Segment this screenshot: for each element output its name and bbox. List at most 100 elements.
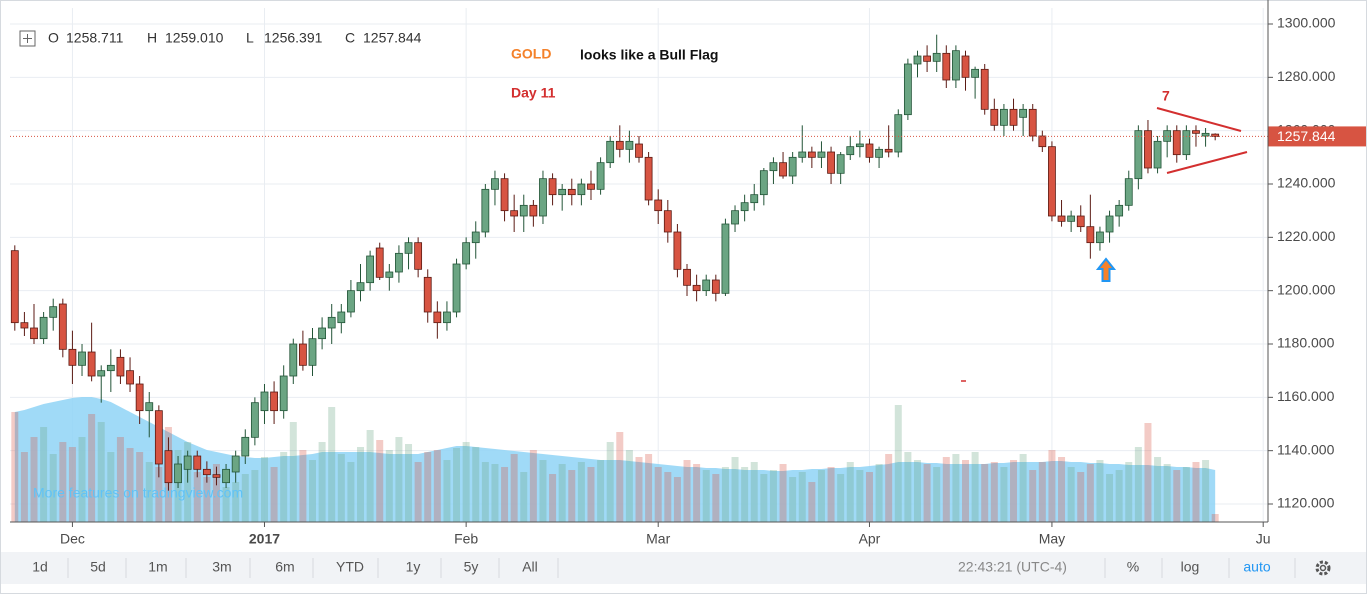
range-button[interactable]: 1m	[148, 559, 167, 575]
volume-bar	[59, 442, 67, 522]
volume-bar	[1163, 464, 1171, 522]
candle-body	[135, 383, 144, 412]
candle-body	[491, 178, 499, 190]
x-tick-label: Feb	[454, 531, 478, 547]
candle-body	[855, 143, 864, 148]
candle-body	[308, 338, 317, 366]
settings-gear[interactable]	[1315, 560, 1331, 576]
volume-bar	[443, 460, 451, 522]
crosshair-icon[interactable]	[19, 30, 36, 47]
candle-body	[740, 202, 749, 212]
candle-body	[1048, 146, 1056, 217]
volume-bar	[308, 460, 316, 522]
range-button[interactable]: 3m	[212, 559, 231, 575]
range-button[interactable]: YTD	[336, 559, 364, 575]
volume-bar	[251, 470, 259, 522]
crosshair-icon-plus	[23, 34, 32, 43]
volume-bar	[145, 462, 153, 522]
candle-body	[711, 279, 720, 294]
candle-body	[1000, 108, 1008, 126]
y-tick-label: 1160.000	[1277, 388, 1335, 404]
y-tick-label: 1180.000	[1277, 335, 1335, 351]
volume-bar	[789, 477, 797, 522]
volume-bar	[1029, 470, 1037, 522]
candle-body	[1134, 130, 1143, 180]
ohlc-label: H	[147, 30, 157, 46]
volume-bar	[203, 477, 211, 522]
candle-body	[500, 178, 509, 212]
volume-bar	[971, 452, 979, 522]
volume-bar	[155, 467, 163, 522]
volume-bar	[40, 427, 48, 522]
volume-bar	[193, 472, 201, 522]
volume-bar	[1154, 457, 1162, 522]
volume-bar	[952, 454, 960, 522]
range-button[interactable]: 6m	[275, 559, 294, 575]
range-button[interactable]: 1d	[32, 559, 48, 575]
candle-body	[846, 146, 855, 156]
volume-bar	[241, 474, 249, 522]
candle-body	[106, 364, 115, 372]
volume-bar	[97, 422, 105, 522]
volume-bar	[1134, 447, 1142, 522]
range-button[interactable]: All	[522, 559, 538, 575]
candle-body	[231, 455, 240, 473]
candle-body	[471, 231, 480, 244]
volume-bar	[693, 464, 701, 522]
candle-body	[1211, 133, 1220, 137]
volume-bar	[232, 482, 240, 522]
volume-bar	[1048, 450, 1056, 522]
volume-bar	[510, 454, 518, 522]
candle-body	[1163, 130, 1172, 142]
x-tick-label: 2017	[249, 531, 280, 547]
candle-body	[750, 194, 759, 204]
candle-body	[875, 148, 883, 158]
volume-bar	[625, 450, 633, 522]
range-button[interactable]: 5d	[90, 559, 106, 575]
ohlc-label: C	[345, 30, 355, 46]
volume-bar	[942, 457, 950, 522]
candle-body	[289, 343, 298, 377]
volume-bar	[260, 457, 268, 522]
volume-bar	[1086, 464, 1094, 522]
volume-bar	[1192, 462, 1200, 522]
last-price-tag	[1268, 126, 1366, 147]
toolbar-button[interactable]: log	[1181, 559, 1200, 575]
volume-bar	[472, 447, 480, 522]
candle-body	[721, 223, 730, 294]
last-price-label: 1257.844	[1277, 128, 1336, 144]
y-tick-label: 1280.000	[1277, 68, 1336, 84]
ohlc-value: 1258.711	[66, 30, 124, 46]
candle-body	[663, 210, 672, 233]
candle-body	[39, 316, 48, 340]
candle-body	[154, 410, 163, 465]
volume-bar	[1038, 462, 1046, 522]
candle-body	[567, 188, 576, 196]
y-tick-label: 1140.000	[1277, 441, 1335, 457]
volume-bar	[865, 472, 873, 522]
volume-bar	[933, 467, 941, 522]
annotation-title: looks like a Bull Flag	[580, 47, 718, 63]
volume-bar	[424, 452, 432, 522]
volume-bar	[366, 430, 374, 522]
volume-bar	[395, 437, 403, 522]
range-button[interactable]: 5y	[464, 559, 479, 575]
candle-body	[78, 351, 86, 366]
candle-body	[903, 63, 912, 116]
candle-body	[1115, 204, 1124, 217]
volume-bar	[318, 442, 326, 522]
candle-body	[241, 436, 250, 457]
candle-body	[932, 52, 941, 62]
toolbar-button[interactable]: auto	[1243, 559, 1270, 575]
volume-bar	[635, 457, 643, 522]
volume-bar	[1077, 472, 1085, 522]
volume-bar	[808, 482, 816, 522]
toolbar-button[interactable]: %	[1127, 559, 1139, 575]
candle-body	[298, 343, 307, 366]
x-tick-label: Ju	[1256, 531, 1271, 547]
range-button[interactable]: 1y	[406, 559, 421, 575]
volume-bar	[904, 452, 912, 522]
volume-bar	[501, 467, 509, 522]
volume-bar	[894, 405, 902, 522]
